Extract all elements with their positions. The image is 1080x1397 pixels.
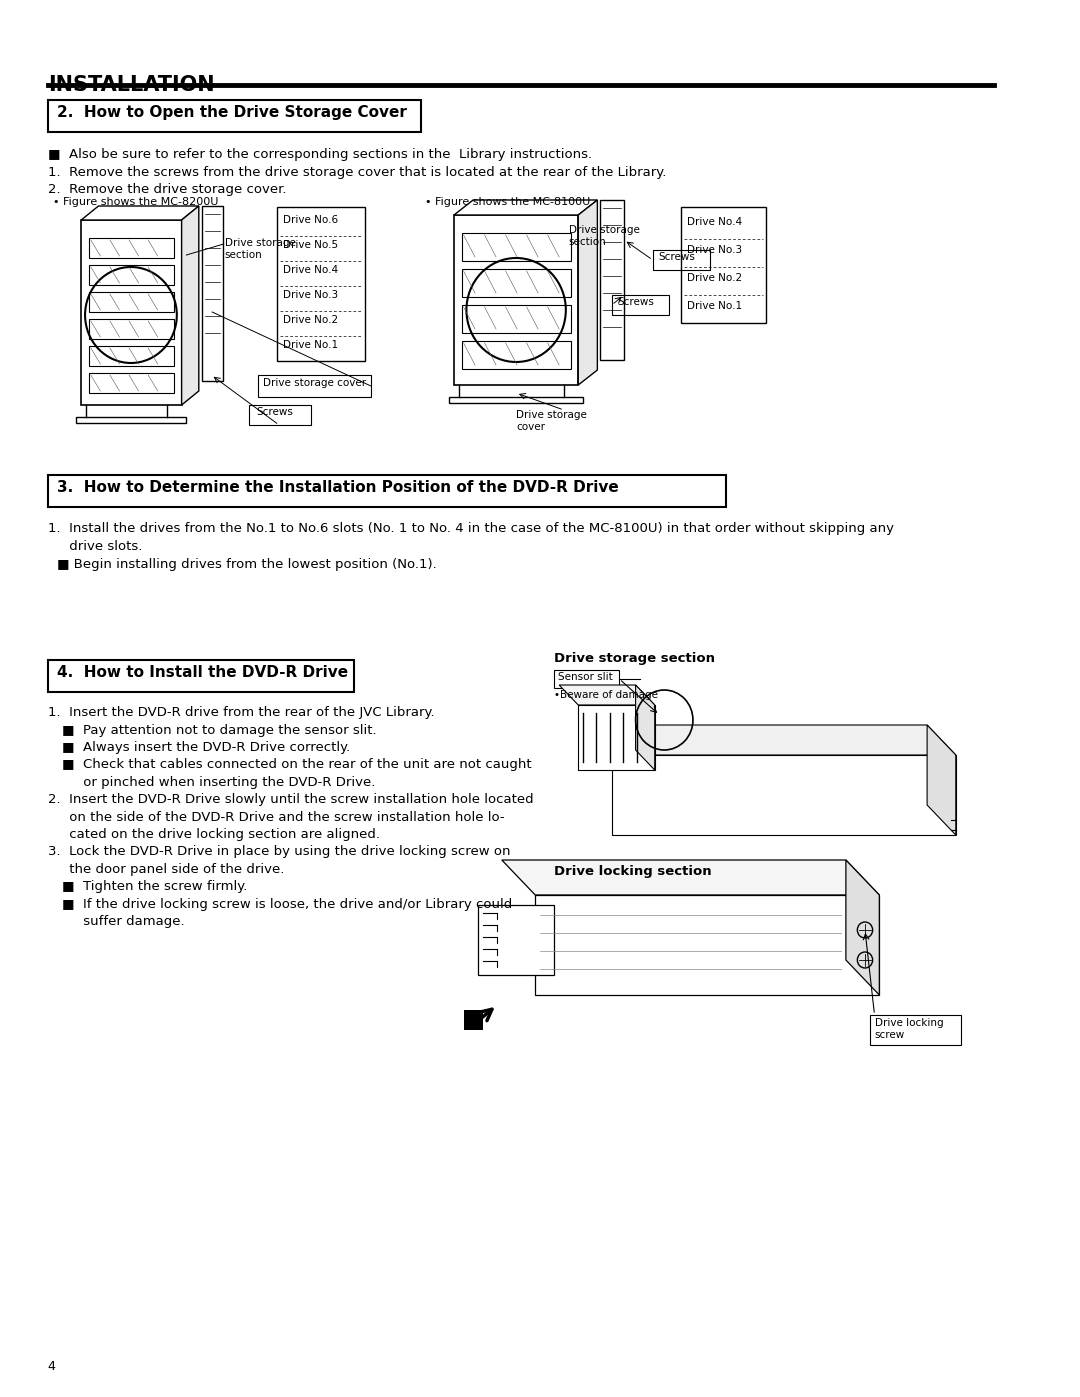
Text: Drive No.5: Drive No.5 bbox=[283, 240, 338, 250]
Text: 3.  Lock the DVD-R Drive in place by using the drive locking screw on: 3. Lock the DVD-R Drive in place by usin… bbox=[48, 845, 510, 858]
Text: Drive No.4: Drive No.4 bbox=[283, 265, 338, 275]
Text: Drive No.2: Drive No.2 bbox=[687, 272, 742, 284]
Text: Drive No.2: Drive No.2 bbox=[283, 314, 338, 326]
Bar bbox=[81, 219, 181, 405]
Polygon shape bbox=[536, 895, 879, 995]
Text: •Beware of damage: •Beware of damage bbox=[554, 690, 659, 700]
Bar bbox=[681, 207, 766, 323]
Polygon shape bbox=[81, 205, 199, 219]
Bar bbox=[258, 374, 370, 397]
Bar bbox=[248, 405, 311, 425]
Bar bbox=[48, 101, 420, 131]
Text: 2.  How to Open the Drive Storage Cover: 2. How to Open the Drive Storage Cover bbox=[57, 105, 407, 120]
Text: the door panel side of the drive.: the door panel side of the drive. bbox=[48, 863, 284, 876]
Text: 2.  Insert the DVD-R Drive slowly until the screw installation hole located: 2. Insert the DVD-R Drive slowly until t… bbox=[48, 793, 534, 806]
Text: 1.  Install the drives from the No.1 to No.6 slots (No. 1 to No. 4 in the case o: 1. Install the drives from the No.1 to N… bbox=[48, 522, 894, 535]
Polygon shape bbox=[583, 725, 956, 754]
Text: Drive locking section: Drive locking section bbox=[554, 865, 712, 877]
Bar bbox=[461, 270, 570, 298]
Text: drive slots.: drive slots. bbox=[48, 541, 143, 553]
Text: Drive storage
section: Drive storage section bbox=[225, 237, 296, 260]
Text: Drive locking
screw: Drive locking screw bbox=[875, 1018, 943, 1039]
Polygon shape bbox=[463, 1010, 483, 1030]
Text: Drive No.6: Drive No.6 bbox=[283, 215, 338, 225]
Text: Drive storage section: Drive storage section bbox=[554, 652, 715, 665]
Bar bbox=[89, 319, 174, 339]
Text: 1.  Insert the DVD-R drive from the rear of the JVC Library.: 1. Insert the DVD-R drive from the rear … bbox=[48, 705, 434, 719]
Text: or pinched when inserting the DVD-R Drive.: or pinched when inserting the DVD-R Driv… bbox=[63, 775, 376, 789]
Polygon shape bbox=[636, 685, 654, 770]
Bar bbox=[202, 205, 222, 381]
Text: suffer damage.: suffer damage. bbox=[63, 915, 185, 928]
Bar bbox=[48, 475, 727, 507]
Text: Drive storage
cover: Drive storage cover bbox=[516, 409, 588, 432]
Text: • Figure shows the MC-8100U: • Figure shows the MC-8100U bbox=[426, 197, 591, 207]
Bar bbox=[89, 373, 174, 393]
Text: 1.  Remove the screws from the drive storage cover that is located at the rear o: 1. Remove the screws from the drive stor… bbox=[48, 166, 666, 179]
Text: Screws: Screws bbox=[256, 407, 293, 416]
Polygon shape bbox=[477, 905, 554, 975]
Polygon shape bbox=[449, 397, 583, 402]
Text: ■  Check that cables connected on the rear of the unit are not caught: ■ Check that cables connected on the rea… bbox=[63, 759, 531, 771]
Text: ■  If the drive locking screw is loose, the drive and/or Library could: ■ If the drive locking screw is loose, t… bbox=[63, 898, 512, 911]
Text: 3.  How to Determine the Installation Position of the DVD-R Drive: 3. How to Determine the Installation Pos… bbox=[57, 481, 619, 495]
Bar bbox=[454, 215, 578, 386]
Text: Screws: Screws bbox=[618, 298, 654, 307]
Text: cated on the drive locking section are aligned.: cated on the drive locking section are a… bbox=[48, 828, 380, 841]
Text: 4: 4 bbox=[48, 1361, 56, 1373]
Bar bbox=[278, 207, 365, 360]
Polygon shape bbox=[454, 200, 597, 215]
Text: INSTALLATION: INSTALLATION bbox=[48, 75, 215, 95]
Bar bbox=[89, 265, 174, 285]
Polygon shape bbox=[846, 861, 879, 995]
Text: ■  Always insert the DVD-R Drive correctly.: ■ Always insert the DVD-R Drive correctl… bbox=[63, 740, 350, 754]
Text: Screws: Screws bbox=[659, 251, 696, 263]
Bar bbox=[611, 295, 669, 314]
Text: ■  Tighten the screw firmly.: ■ Tighten the screw firmly. bbox=[63, 880, 247, 893]
Text: Drive No.1: Drive No.1 bbox=[687, 300, 742, 312]
Text: Drive No.3: Drive No.3 bbox=[687, 244, 742, 256]
Polygon shape bbox=[578, 705, 654, 770]
Text: • Figure shows the MC-8200U: • Figure shows the MC-8200U bbox=[53, 197, 218, 207]
Bar bbox=[89, 292, 174, 312]
Polygon shape bbox=[927, 725, 956, 835]
Bar bbox=[461, 305, 570, 332]
Polygon shape bbox=[559, 685, 654, 705]
Bar bbox=[652, 250, 711, 270]
Polygon shape bbox=[77, 416, 187, 423]
Text: 2.  Remove the drive storage cover.: 2. Remove the drive storage cover. bbox=[48, 183, 286, 196]
Bar bbox=[89, 346, 174, 366]
Bar bbox=[48, 659, 353, 692]
Polygon shape bbox=[611, 754, 956, 835]
Text: Drive storage cover: Drive storage cover bbox=[262, 379, 366, 388]
Text: Drive No.3: Drive No.3 bbox=[283, 291, 338, 300]
Text: ■ Begin installing drives from the lowest position (No.1).: ■ Begin installing drives from the lowes… bbox=[57, 557, 437, 571]
Text: 4.  How to Install the DVD-R Drive: 4. How to Install the DVD-R Drive bbox=[57, 665, 349, 680]
Bar bbox=[600, 200, 624, 360]
Text: Drive No.1: Drive No.1 bbox=[283, 339, 338, 351]
Bar bbox=[461, 233, 570, 261]
Polygon shape bbox=[578, 200, 597, 386]
Text: ■  Pay attention not to damage the sensor slit.: ■ Pay attention not to damage the sensor… bbox=[63, 724, 377, 738]
Text: Sensor slit: Sensor slit bbox=[558, 672, 613, 682]
Bar bbox=[554, 671, 619, 687]
Bar bbox=[89, 237, 174, 258]
Text: ■  Also be sure to refer to the corresponding sections in the  Library instructi: ■ Also be sure to refer to the correspon… bbox=[48, 148, 592, 161]
Polygon shape bbox=[181, 205, 199, 405]
Bar bbox=[461, 341, 570, 369]
Bar bbox=[869, 1016, 960, 1045]
Text: Drive storage
section: Drive storage section bbox=[569, 225, 639, 247]
Text: on the side of the DVD-R Drive and the screw installation hole lo-: on the side of the DVD-R Drive and the s… bbox=[48, 812, 504, 824]
Text: Drive No.4: Drive No.4 bbox=[687, 217, 742, 226]
Polygon shape bbox=[502, 861, 879, 895]
